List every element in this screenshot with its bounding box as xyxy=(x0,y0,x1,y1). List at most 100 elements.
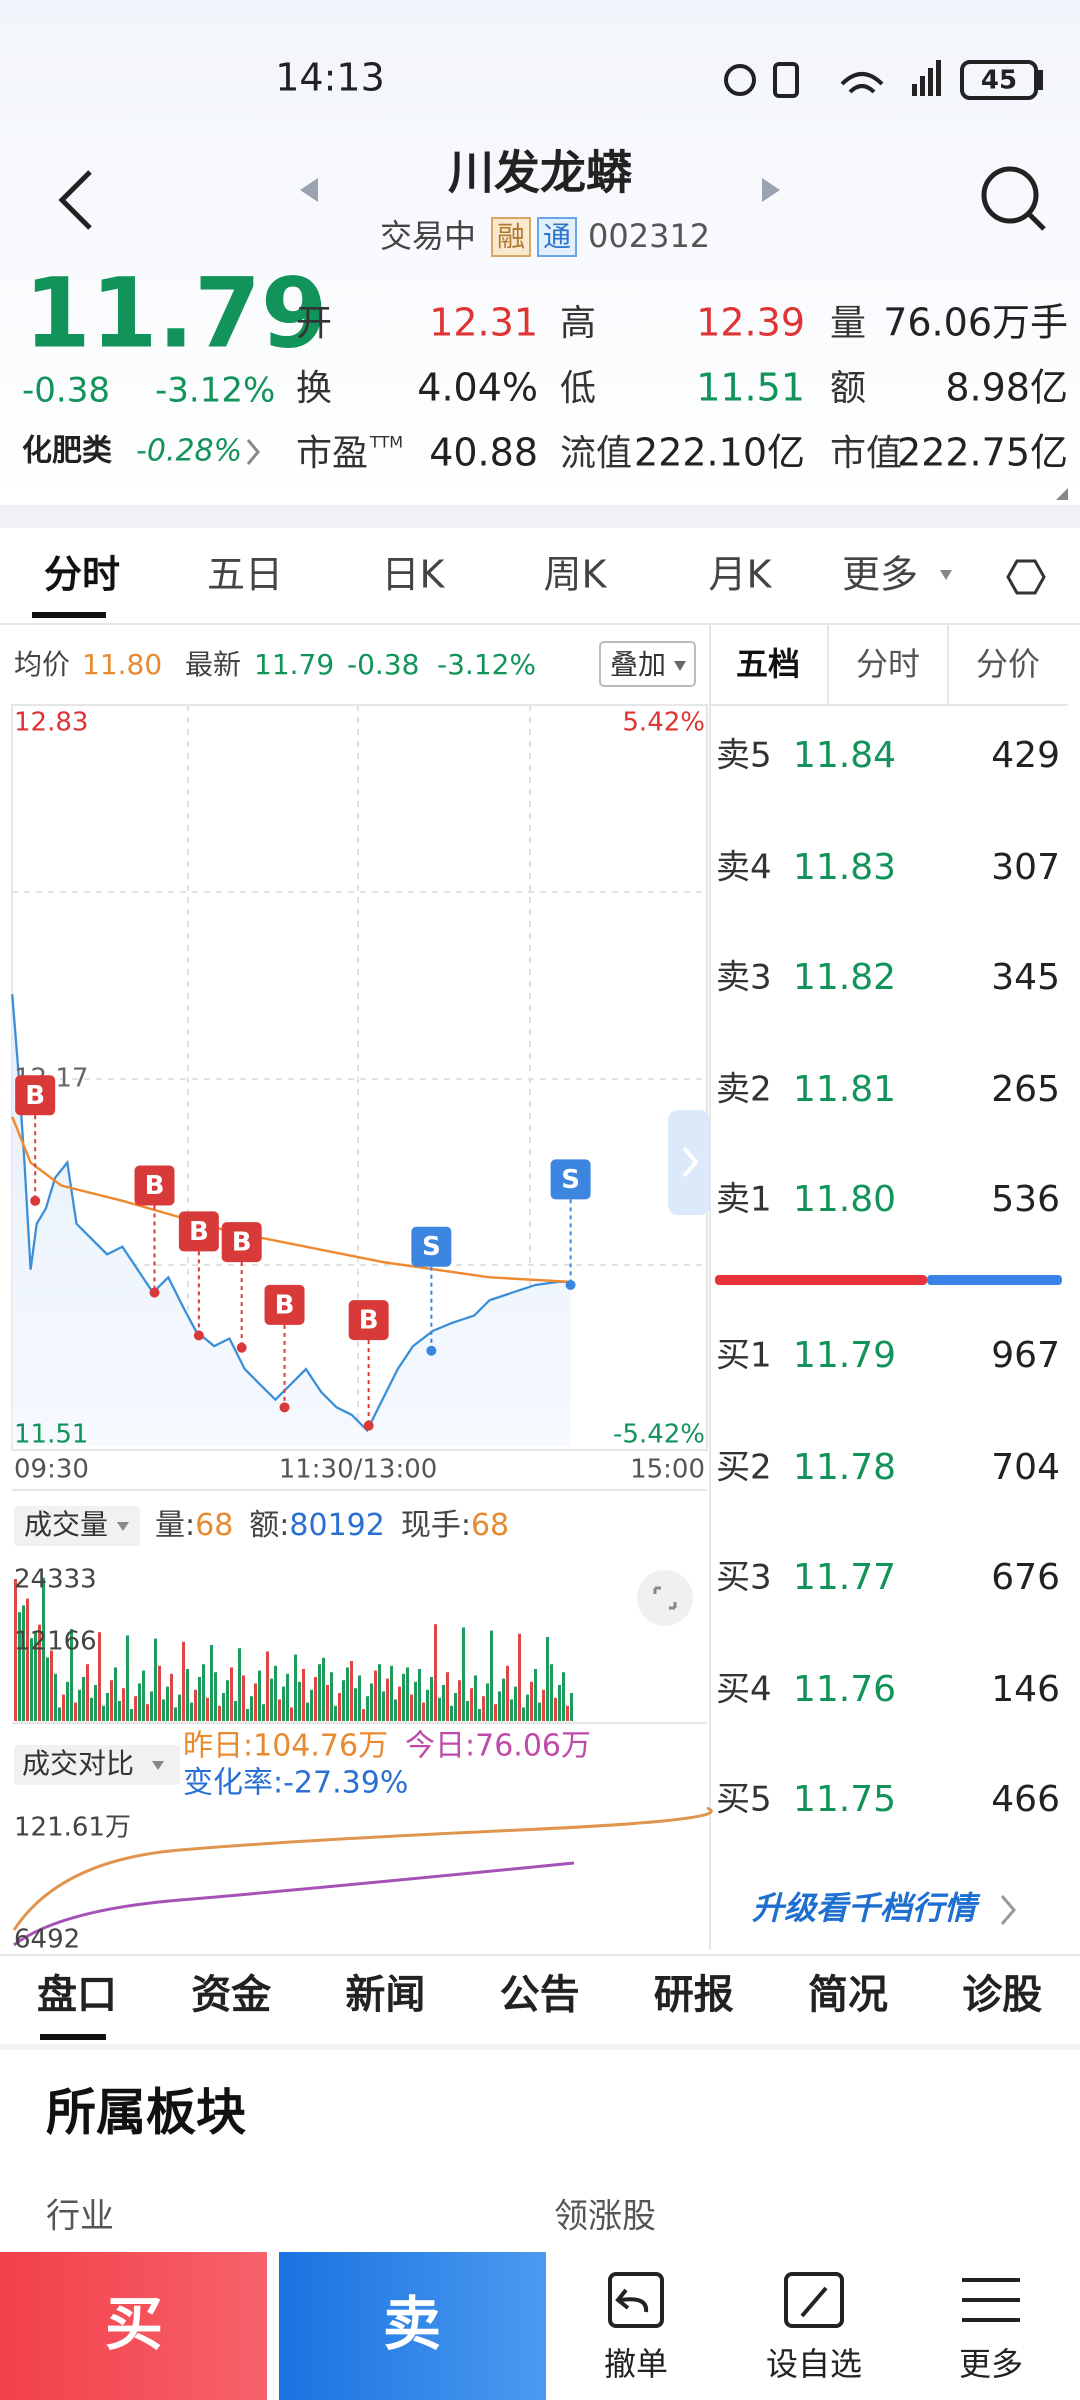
volume-bar xyxy=(374,1670,377,1721)
volume-bar xyxy=(566,1705,569,1721)
sell-button[interactable] xyxy=(279,2252,546,2400)
avg-label: 均价 xyxy=(14,648,70,681)
volume-button[interactable] xyxy=(14,1506,140,1546)
volume-bar xyxy=(430,1677,433,1721)
book-label: 买3 xyxy=(716,1558,772,1598)
volume-bar xyxy=(454,1693,457,1721)
book-volume: 146 xyxy=(991,1669,1060,1710)
field-value: 12.39 xyxy=(696,301,805,345)
back-button[interactable] xyxy=(58,170,92,230)
fullscreen-button[interactable] xyxy=(637,1570,693,1626)
volume-bar xyxy=(330,1672,333,1721)
tool-icons xyxy=(608,2272,1020,2328)
volume-bar xyxy=(474,1675,477,1721)
field-label: 量 xyxy=(830,303,866,344)
volume-bar xyxy=(282,1686,285,1721)
compare-label[interactable]: 成交对比 xyxy=(22,1747,134,1780)
volume-bar xyxy=(442,1685,445,1721)
chart-tab[interactable]: 五日 xyxy=(207,553,283,597)
volume-bar xyxy=(298,1681,301,1721)
volume-bar xyxy=(294,1654,297,1721)
volume-bar xyxy=(138,1683,141,1721)
buy-button[interactable] xyxy=(0,2252,267,2400)
field-value: 12.31 xyxy=(429,301,538,345)
summary-value: 68 xyxy=(195,1508,233,1543)
volume-bar xyxy=(66,1681,69,1721)
volume-bar xyxy=(26,1598,29,1721)
tool-label[interactable]: 撤单 xyxy=(604,2345,668,2383)
compare-button[interactable] xyxy=(14,1745,180,1785)
chevron xyxy=(246,439,260,465)
stock-name: 川发龙蟒 xyxy=(448,146,633,200)
book-volume: 967 xyxy=(991,1335,1060,1376)
marker-label: B xyxy=(275,1290,295,1320)
volume-bar xyxy=(74,1702,77,1721)
sell-label: 卖 xyxy=(383,2290,441,2358)
volume-bar xyxy=(322,1657,325,1721)
volume-bar xyxy=(546,1637,549,1721)
detail-tab[interactable]: 资金 xyxy=(191,1972,272,2018)
volume-bar xyxy=(478,1709,481,1721)
detail-tab[interactable]: 简况 xyxy=(808,1972,888,2018)
settings-icon[interactable] xyxy=(1006,559,1046,595)
book-label: 卖1 xyxy=(716,1180,772,1220)
status-time: 14:13 xyxy=(275,56,385,100)
detail-tab[interactable]: 诊股 xyxy=(962,1972,1042,2018)
book-tab[interactable]: 五档 xyxy=(736,645,800,683)
book-price: 11.83 xyxy=(793,847,896,888)
battery-level: 45 xyxy=(981,66,1017,96)
volume-bar xyxy=(570,1693,573,1721)
search-button[interactable] xyxy=(981,166,1046,231)
volume-bar xyxy=(310,1689,313,1721)
detail-tab[interactable]: 公告 xyxy=(500,1972,580,2018)
book-price: 11.81 xyxy=(793,1069,896,1110)
volume-bar xyxy=(562,1672,565,1721)
detail-tab[interactable]: 新闻 xyxy=(345,1972,425,2018)
next-stock[interactable] xyxy=(762,178,780,202)
book-tab[interactable]: 分时 xyxy=(856,645,920,683)
y-high-pct: 5.42% xyxy=(622,708,705,738)
chart-tab[interactable]: 更多 xyxy=(842,553,918,597)
book-volume: 345 xyxy=(991,957,1060,998)
volume-bar xyxy=(334,1705,337,1721)
volume-bar xyxy=(306,1702,309,1721)
field-label: 开 xyxy=(296,303,332,344)
chart-tab[interactable]: 周K xyxy=(544,553,608,597)
summary-label: 额: xyxy=(249,1508,289,1543)
y-high: 12.83 xyxy=(14,708,88,738)
detail-tab[interactable]: 盘口 xyxy=(37,1972,117,2018)
volume-bar xyxy=(178,1694,181,1721)
tool-label[interactable]: 更多 xyxy=(959,2345,1023,2383)
book-label: 买2 xyxy=(716,1448,772,1488)
book-tab[interactable]: 分价 xyxy=(976,645,1040,683)
upgrade-link[interactable]: 升级看千档行情 xyxy=(752,1889,981,1927)
chart-tab[interactable]: 月K xyxy=(709,553,773,597)
field-value: 40.88 xyxy=(429,431,538,475)
volume-bar xyxy=(426,1689,429,1721)
chart-tab[interactable]: 分时 xyxy=(44,553,120,597)
volume-bar xyxy=(166,1686,169,1721)
field-label: 高 xyxy=(560,303,596,344)
detail-tab[interactable]: 研报 xyxy=(654,1972,734,2018)
overlay: 叠加 xyxy=(610,648,666,681)
marker-label: B xyxy=(145,1171,165,1201)
volume-bar xyxy=(134,1696,137,1721)
expand-corner[interactable] xyxy=(1056,488,1068,500)
chevron xyxy=(682,1146,699,1178)
volume-bar xyxy=(402,1673,405,1721)
prev-stock[interactable] xyxy=(300,178,318,202)
panel-toggle[interactable] xyxy=(668,1110,710,1215)
chart-tab[interactable]: 日K xyxy=(382,553,446,597)
overlay-button[interactable] xyxy=(599,641,696,687)
stock-code: 002312 xyxy=(588,217,710,255)
volume-bar xyxy=(218,1705,221,1721)
today-line xyxy=(13,1861,575,1947)
section-title: 所属板块 xyxy=(46,2084,246,2142)
volume-bar xyxy=(62,1694,65,1721)
volume-bar xyxy=(42,1577,45,1721)
tool-label[interactable]: 设自选 xyxy=(766,2345,862,2383)
chevron xyxy=(1000,1895,1016,1925)
intraday-chart xyxy=(11,994,571,1446)
volume-label[interactable]: 成交量 xyxy=(24,1508,108,1541)
dropdown xyxy=(117,1522,129,1531)
